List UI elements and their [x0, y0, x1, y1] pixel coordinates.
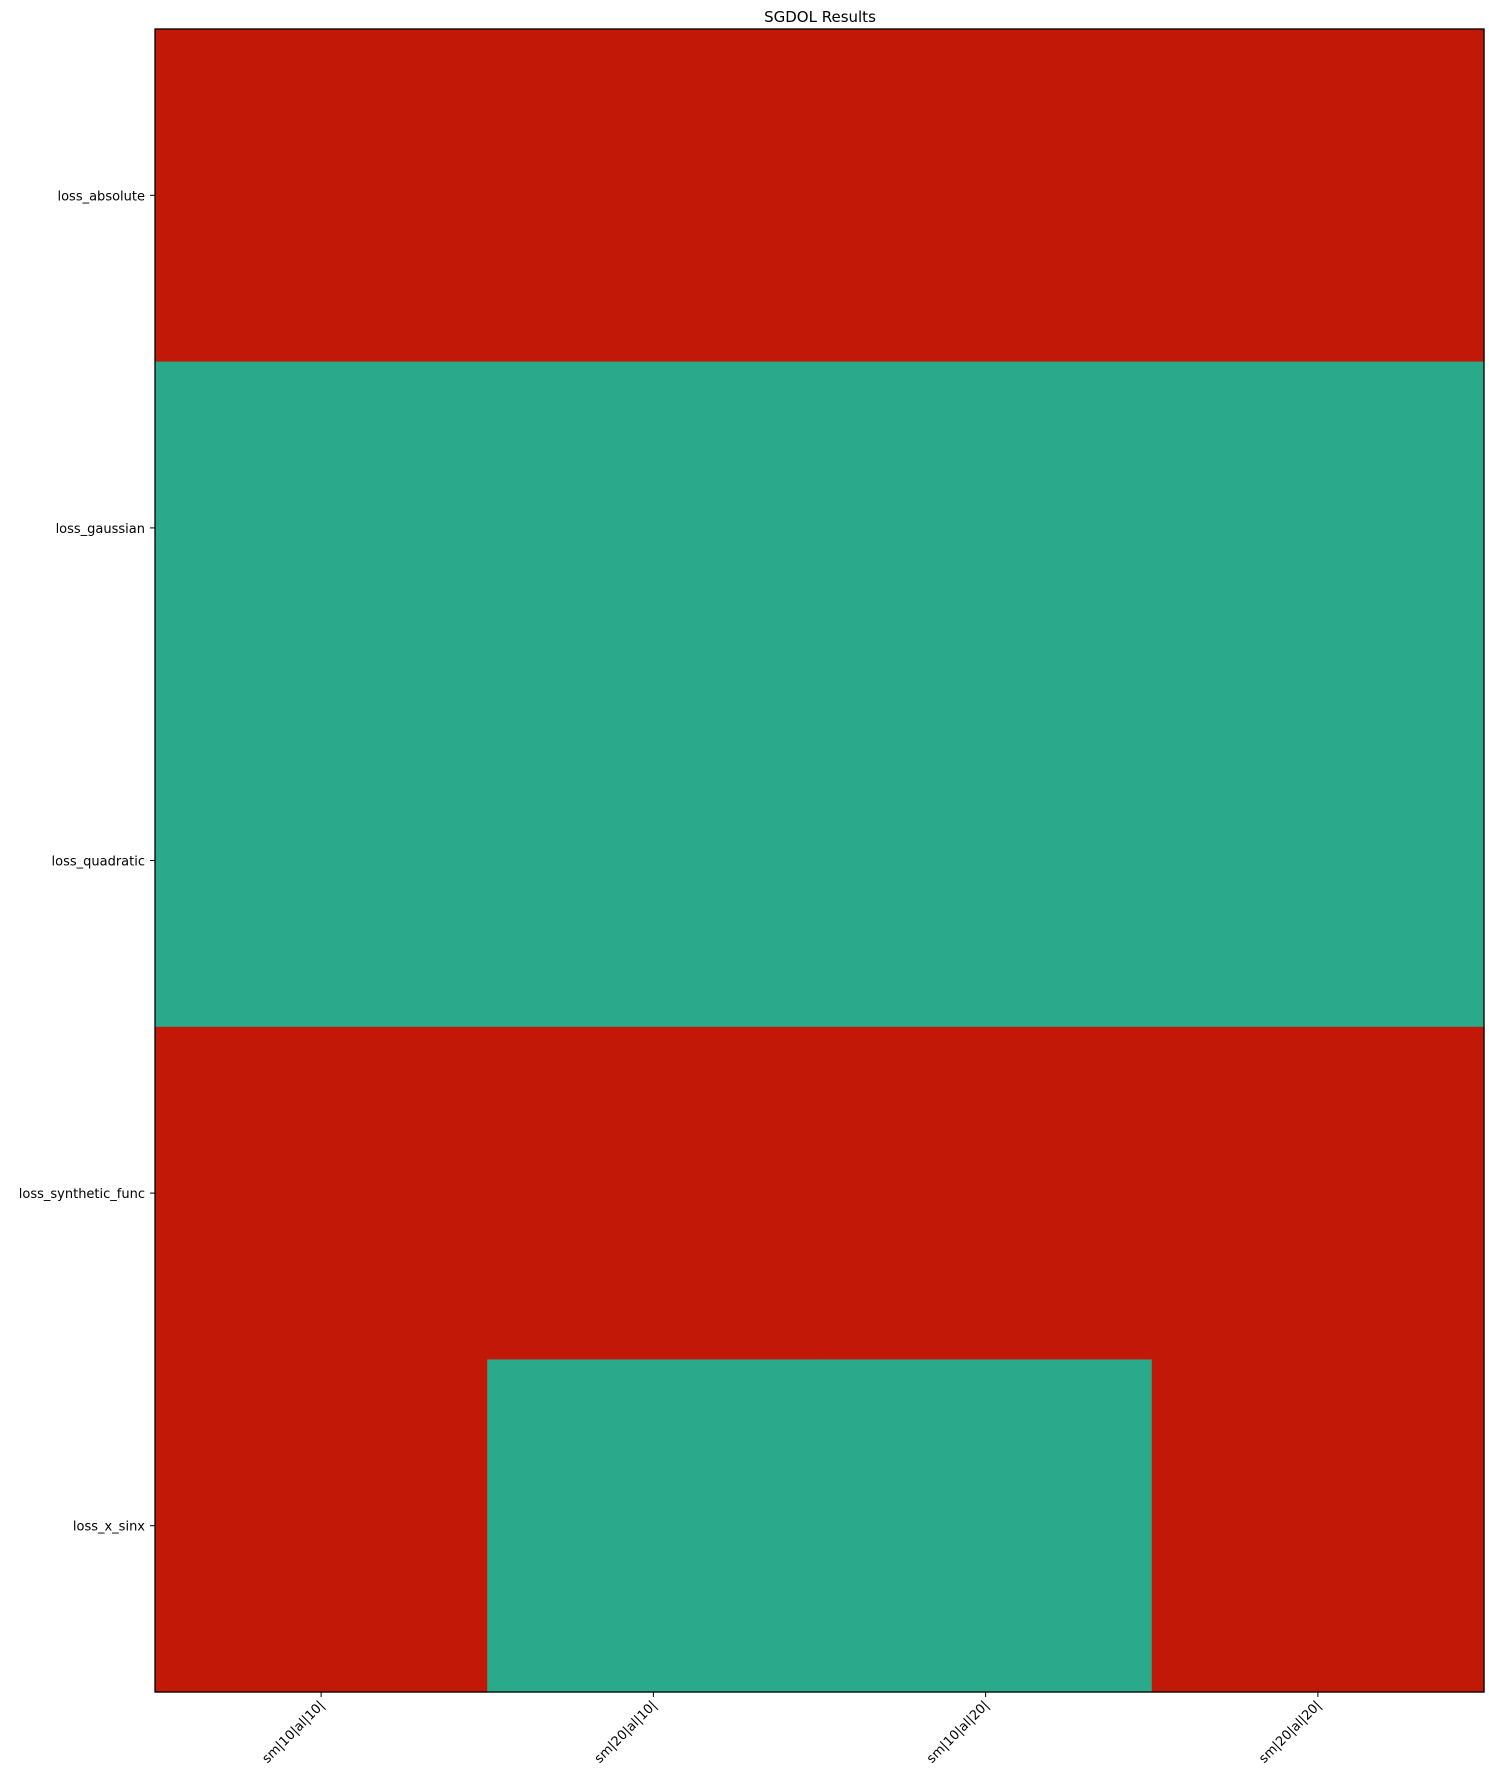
- x-tick-label: sm|20|al|20|: [1256, 1698, 1324, 1766]
- heatmap-cell-3-1: [487, 1026, 821, 1360]
- y-axis: loss_absolute loss_gaussian loss_quadratic…: [19, 189, 155, 1535]
- y-tick-label: loss_gaussian: [56, 522, 145, 537]
- heatmap-cell-3-0: [155, 1026, 488, 1360]
- heatmap-cell-3-2: [819, 1026, 1153, 1360]
- heatmap-cell-1-1: [487, 361, 821, 695]
- heatmap-cell-2-2: [819, 694, 1153, 1028]
- heatmap-cell-4-0: [155, 1359, 488, 1693]
- heatmap-cell-1-2: [819, 361, 1153, 695]
- heatmap-cell-4-2: [819, 1359, 1153, 1693]
- y-tick-label: loss_x_sinx: [73, 1520, 145, 1535]
- x-axis: sm|10|al|10| sm|20|al|10| sm|10|al|20| sm|2…: [260, 1692, 1325, 1767]
- x-tick-label: sm|10|al|10|: [260, 1698, 328, 1766]
- chart-title: SGDOL Results: [764, 8, 876, 26]
- heatmap-cell-4-1: [487, 1359, 821, 1693]
- y-tick-label: loss_synthetic_func: [19, 1187, 145, 1202]
- heatmap-cell-0-1: [487, 29, 821, 363]
- heatmap-cells: [155, 29, 1485, 1693]
- x-tick-label: sm|20|al|10|: [592, 1698, 660, 1766]
- heatmap-cell-3-3: [1151, 1026, 1485, 1360]
- heatmap-cell-4-3: [1151, 1359, 1485, 1693]
- heatmap-cell-0-2: [819, 29, 1153, 363]
- heatmap-cell-1-0: [155, 361, 488, 695]
- heatmap-cell-2-1: [487, 694, 821, 1028]
- y-tick-label: loss_absolute: [57, 189, 145, 204]
- x-tick-label: sm|10|al|20|: [924, 1698, 992, 1766]
- heatmap-cell-0-0: [155, 29, 488, 363]
- heatmap-cell-0-3: [1151, 29, 1485, 363]
- heatmap-cell-2-0: [155, 694, 488, 1028]
- heatmap-cell-1-3: [1151, 361, 1485, 695]
- y-tick-label: loss_quadratic: [52, 855, 146, 870]
- heatmap-cell-2-3: [1151, 694, 1485, 1028]
